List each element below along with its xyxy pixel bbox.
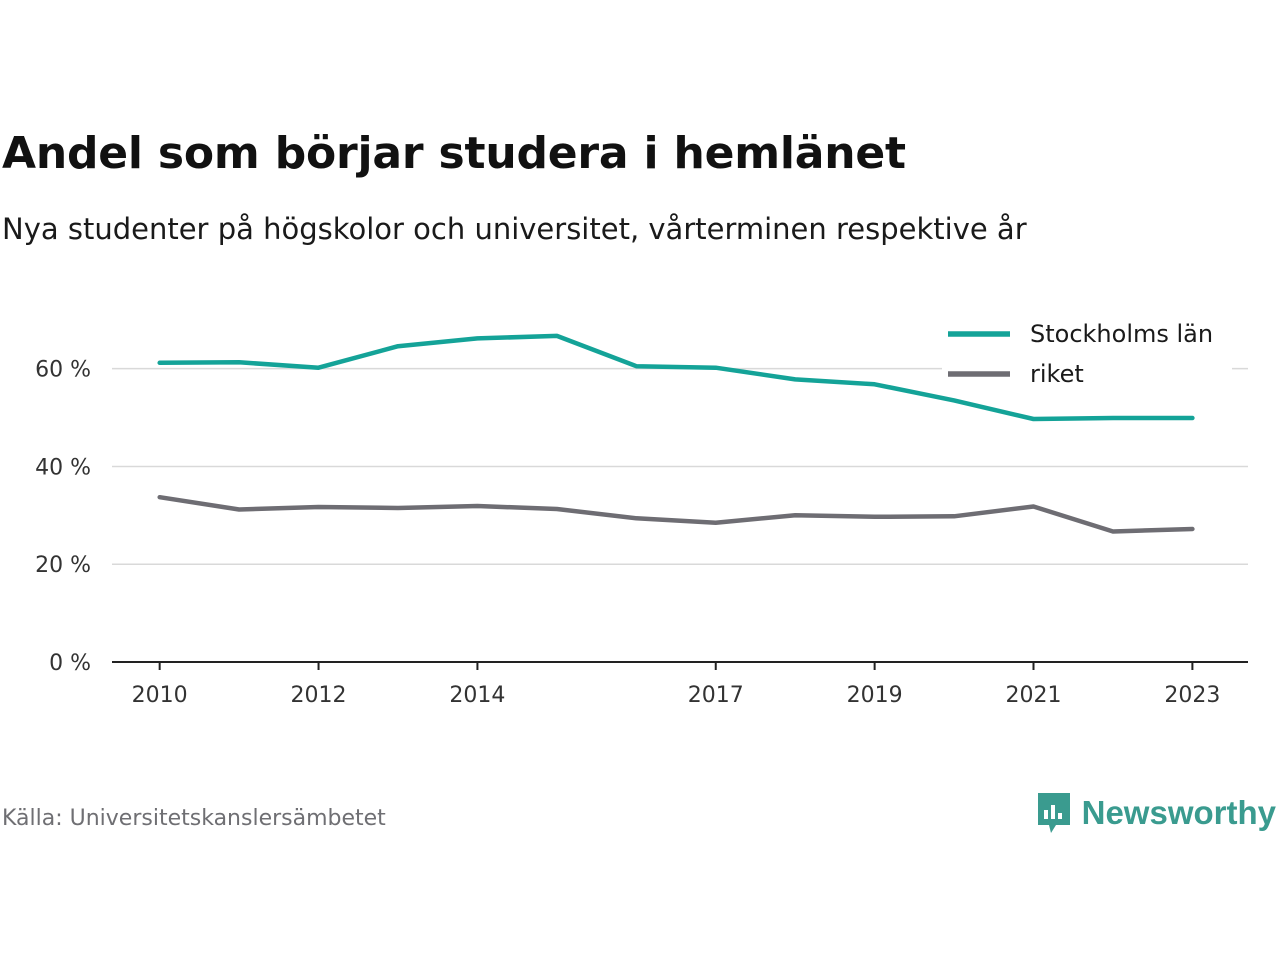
x-tick-label: 2021: [1006, 683, 1062, 708]
y-tick-label: 20 %: [35, 553, 91, 578]
brand-logo: Newsworthy: [1036, 790, 1276, 836]
x-tick-label: 2010: [132, 683, 188, 708]
line-chart: 0 % 20 % 40 % 60 % 2010 2012 2014 2017 2019 2021 2…: [35, 316, 1248, 708]
x-tick-label: 2019: [847, 683, 903, 708]
y-tick-label: 0 %: [49, 651, 91, 676]
bar-chart-speech-bubble-icon: [1037, 793, 1070, 833]
x-tick-label: 2012: [291, 683, 347, 708]
x-tick-label: 2017: [688, 683, 744, 708]
chart-subtitle: Nya studenter på högskolor och universit…: [2, 212, 1027, 246]
chart-title: Andel som börjar studera i hemlänet: [2, 128, 906, 179]
y-tick-label: 60 %: [35, 358, 91, 383]
legend-label: riket: [1030, 360, 1084, 388]
series-line-riket: [157, 494, 1195, 534]
x-tick-label: 2023: [1164, 683, 1220, 708]
source-note: Källa: Universitetskanslersämbetet: [2, 806, 386, 831]
x-tick-label: 2014: [449, 683, 505, 708]
y-tick-label: 40 %: [35, 455, 91, 480]
legend-label: Stockholms län: [1030, 320, 1213, 348]
series-line-stockholms-lan: [157, 333, 1195, 422]
brand-name: Newsworthy: [1081, 794, 1276, 831]
